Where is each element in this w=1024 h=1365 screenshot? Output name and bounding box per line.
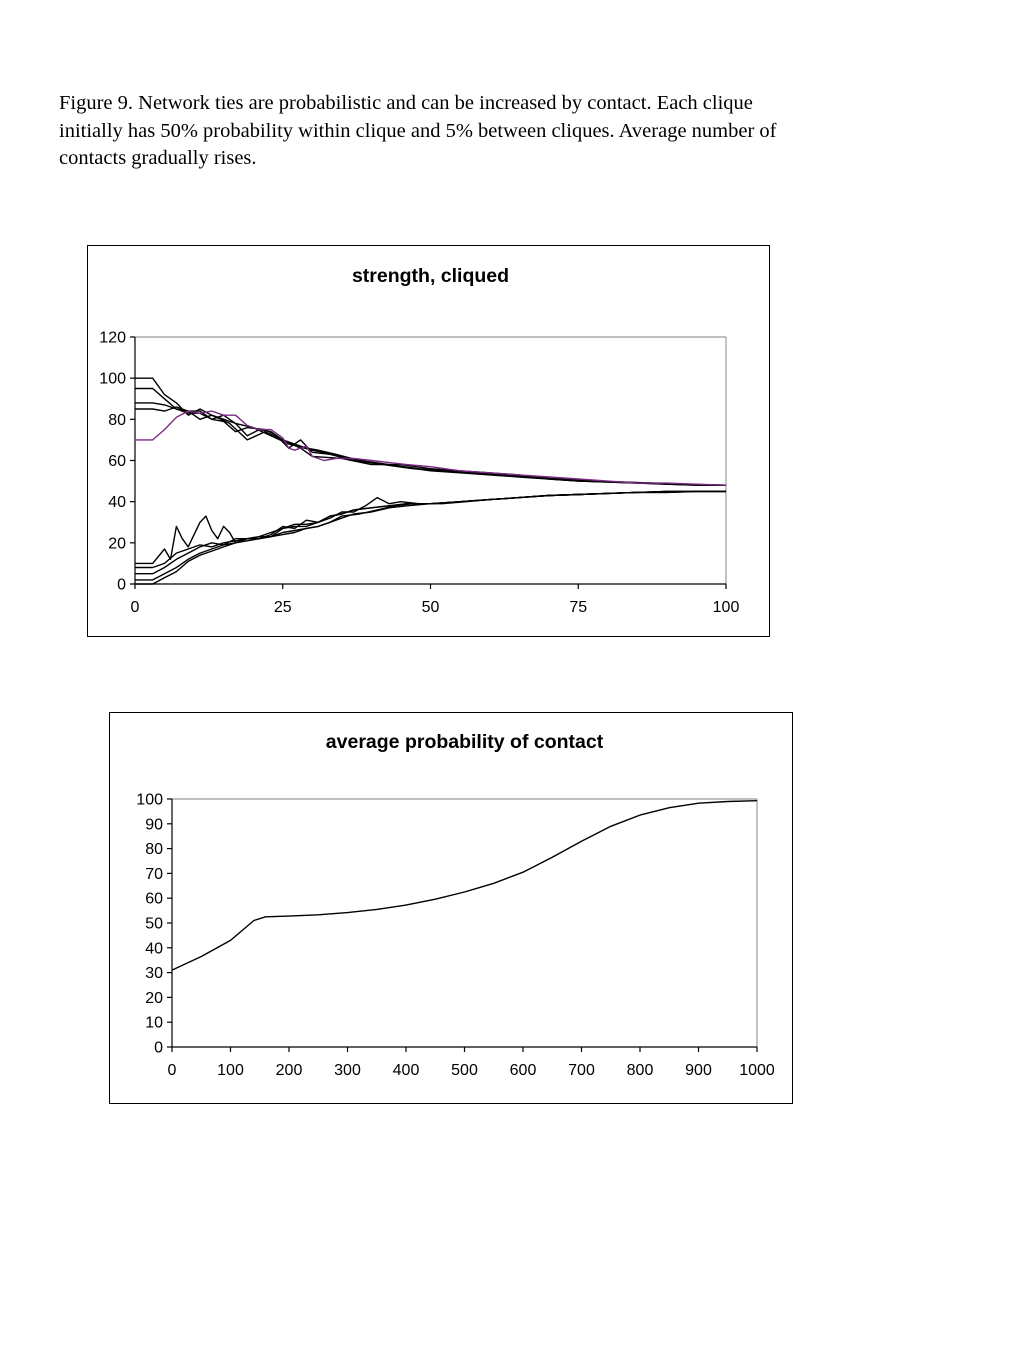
x-tick-label: 700 [568, 1062, 595, 1079]
x-tick-label: 300 [334, 1062, 361, 1079]
y-tick-label: 0 [117, 577, 126, 594]
x-tick-label: 25 [274, 599, 292, 616]
y-tick-label: 40 [108, 494, 126, 511]
series-line-10 [135, 490, 726, 585]
series-line-4 [135, 406, 727, 486]
y-tick-label: 100 [99, 371, 126, 388]
y-tick-label: 50 [145, 916, 163, 933]
y-tick-label: 100 [136, 792, 163, 809]
x-tick-label: 0 [131, 599, 140, 616]
probability-chart-svg: average probability of contact 0 10 20 30 40 5… [136, 731, 775, 1079]
y-tick-label: 80 [145, 841, 163, 858]
chart-title: average probability of contact [326, 731, 604, 753]
chart-title: strength, cliqued [352, 265, 509, 287]
x-tick-label: 600 [510, 1062, 537, 1079]
y-tick-label: 80 [108, 412, 126, 429]
y-tick-label: 60 [108, 453, 126, 470]
x-tick-label: 400 [393, 1062, 420, 1079]
y-tick-label: 90 [145, 816, 163, 833]
y-tick-label: 70 [145, 866, 163, 883]
x-tick-label: 50 [422, 599, 440, 616]
y-tick-label: 10 [145, 1015, 163, 1032]
x-tick-label: 75 [569, 599, 587, 616]
y-tick-label: 20 [108, 535, 126, 552]
x-tick-label: 100 [713, 599, 740, 616]
caption-line: initially has 50% probability within cli… [59, 119, 777, 142]
x-tick-label: 200 [276, 1062, 303, 1079]
x-tick-label: 1000 [739, 1062, 775, 1079]
y-tick-label: 0 [154, 1040, 163, 1057]
y-tick-label: 30 [145, 965, 163, 982]
x-tick-label: 0 [168, 1062, 177, 1079]
series-line-5 [135, 410, 727, 486]
strength-chart: strength, cliqued 0 20 40 60 80 100 120 0 25 50 75 1… [87, 245, 770, 637]
series-line-9 [135, 490, 726, 581]
x-tick-label: 900 [685, 1062, 712, 1079]
caption-line: Figure 9. Network ties are probabilistic… [59, 92, 753, 114]
caption-line: contacts gradually rises. [59, 147, 257, 169]
y-tick-label: 60 [145, 891, 163, 908]
series-line-1 [171, 800, 758, 971]
series-line-6 [135, 490, 726, 565]
probability-chart: average probability of contact 0 10 20 30 40 5… [109, 712, 793, 1104]
y-tick-label: 120 [99, 330, 126, 347]
x-tick-label: 100 [217, 1062, 244, 1079]
series-line-7 [135, 490, 726, 569]
strength-chart-svg: strength, cliqued 0 20 40 60 80 100 120 0 25 50 75 1… [99, 265, 740, 616]
x-tick-label: 800 [627, 1062, 654, 1079]
y-tick-label: 20 [145, 990, 163, 1007]
x-tick-label: 500 [451, 1062, 478, 1079]
y-tick-label: 40 [145, 940, 163, 957]
figure-caption: Figure 9. Network ties are probabilistic… [59, 90, 899, 173]
